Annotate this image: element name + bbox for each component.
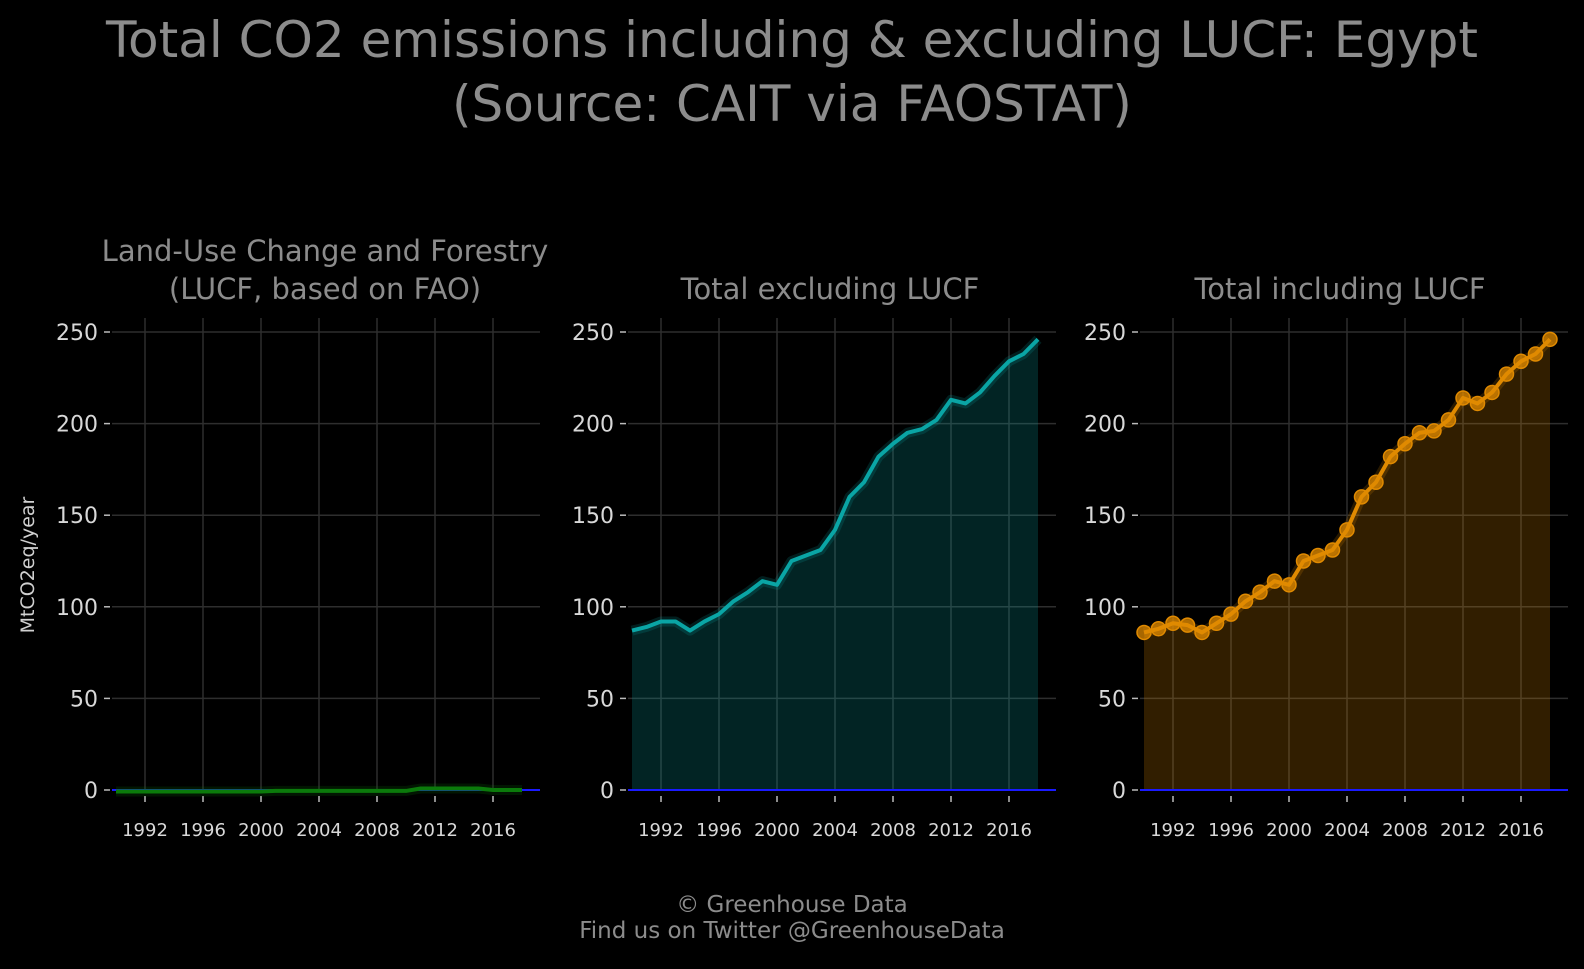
xtick-label-excl-2016: 2016 [986,820,1032,841]
ytick-label-incl-200: 200 [1084,413,1126,438]
point-incl-2000 [1281,577,1297,593]
point-incl-1995 [1208,615,1225,632]
point-incl-2003 [1324,542,1341,558]
series-line-lucf [116,786,522,794]
ytick-label-excl-0: 0 [600,779,614,804]
panel-title-excl-line2: Total excluding LUCF [680,272,980,306]
point-incl-1996 [1223,606,1239,622]
xtick-label-lucf-2004: 2004 [296,820,342,841]
area-fill-excl [632,339,1038,790]
point-incl-2008 [1397,436,1413,452]
point-incl-1994 [1194,624,1210,641]
ytick-label-lucf-250: 250 [56,321,98,346]
xtick-label-lucf-2012: 2012 [412,820,458,841]
ytick-label-lucf-50: 50 [70,687,98,712]
panel-title-lucf-line2: (LUCF, based on FAO) [168,272,482,306]
point-incl-2017 [1527,346,1544,362]
xtick-label-incl-1996: 1996 [1208,820,1254,841]
point-incl-2018 [1542,331,1558,348]
point-incl-2009 [1411,425,1428,441]
ytick-label-lucf-200: 200 [56,413,98,438]
ytick-label-lucf-100: 100 [56,596,98,621]
ytick-label-excl-150: 150 [572,504,614,529]
point-incl-1990 [1136,624,1152,641]
xtick-label-incl-2000: 2000 [1266,820,1312,841]
xtick-label-incl-2012: 2012 [1440,820,1486,841]
xtick-label-incl-2016: 2016 [1498,820,1544,841]
panel-title-incl: Total including LUCF [1100,270,1580,308]
chart-title-line1: Total CO2 emissions including & excludin… [105,11,1479,69]
xtick-label-excl-1996: 1996 [696,820,742,841]
ytick-label-excl-100: 100 [572,596,614,621]
ytick-label-incl-100: 100 [1084,596,1126,621]
point-incl-1998 [1252,584,1268,600]
ytick-label-excl-250: 250 [572,321,614,346]
ytick-label-lucf-150: 150 [56,504,98,529]
credit-line2: Find us on Twitter @GreenhouseData [579,918,1005,944]
point-incl-2005 [1353,489,1370,505]
point-incl-1999 [1266,573,1283,589]
xtick-label-excl-2012: 2012 [928,820,974,841]
point-incl-2007 [1382,448,1399,465]
xtick-label-excl-2000: 2000 [754,820,800,841]
point-incl-2001 [1295,553,1312,569]
xtick-label-excl-2004: 2004 [812,820,858,841]
ytick-label-lucf-0: 0 [84,779,98,804]
point-incl-2014 [1484,384,1500,401]
ytick-label-incl-150: 150 [1084,504,1126,529]
ytick-label-incl-250: 250 [1084,321,1126,346]
point-incl-2010 [1426,423,1442,439]
xtick-label-lucf-2016: 2016 [470,820,516,841]
xtick-label-lucf-1996: 1996 [180,820,226,841]
ytick-label-incl-50: 50 [1098,687,1126,712]
point-incl-2011 [1440,412,1457,428]
point-incl-2002 [1310,547,1326,564]
ytick-label-excl-200: 200 [572,413,614,438]
xtick-label-excl-2008: 2008 [870,820,916,841]
chart-title: Total CO2 emissions including & excludin… [0,8,1584,136]
point-incl-2016 [1513,353,1529,370]
ytick-label-incl-0: 0 [1112,779,1126,804]
panel-title-excl: Total excluding LUCF [580,270,1080,308]
credit-line1: © Greenhouse Data [676,892,908,918]
point-incl-1991 [1150,621,1167,637]
xtick-label-incl-2004: 2004 [1324,820,1370,841]
area-fill-incl [1144,339,1550,790]
point-incl-2004 [1339,522,1355,538]
series-line-excl [631,337,1040,633]
xtick-label-incl-1992: 1992 [1150,820,1196,841]
point-incl-2006 [1368,474,1384,490]
panel-title-incl-line2: Total including LUCF [1194,272,1486,306]
point-incl-1997 [1237,593,1254,610]
point-incl-2015 [1498,366,1515,382]
point-incl-2013 [1469,395,1486,412]
chart-title-line2: (Source: CAIT via FAOSTAT) [452,75,1132,133]
panel-title-lucf-line1: Land-Use Change and Forestry [101,234,549,268]
xtick-label-lucf-1992: 1992 [122,820,168,841]
xtick-label-incl-2008: 2008 [1382,820,1428,841]
ytick-label-excl-50: 50 [586,687,614,712]
point-incl-1993 [1179,617,1196,633]
xtick-label-excl-1992: 1992 [638,820,684,841]
point-incl-1992 [1165,615,1181,632]
xtick-label-lucf-2000: 2000 [238,820,284,841]
point-incl-2012 [1455,390,1471,406]
panel-title-lucf: Land-Use Change and Forestry (LUCF, base… [60,232,590,308]
xtick-label-lucf-2008: 2008 [354,820,400,841]
